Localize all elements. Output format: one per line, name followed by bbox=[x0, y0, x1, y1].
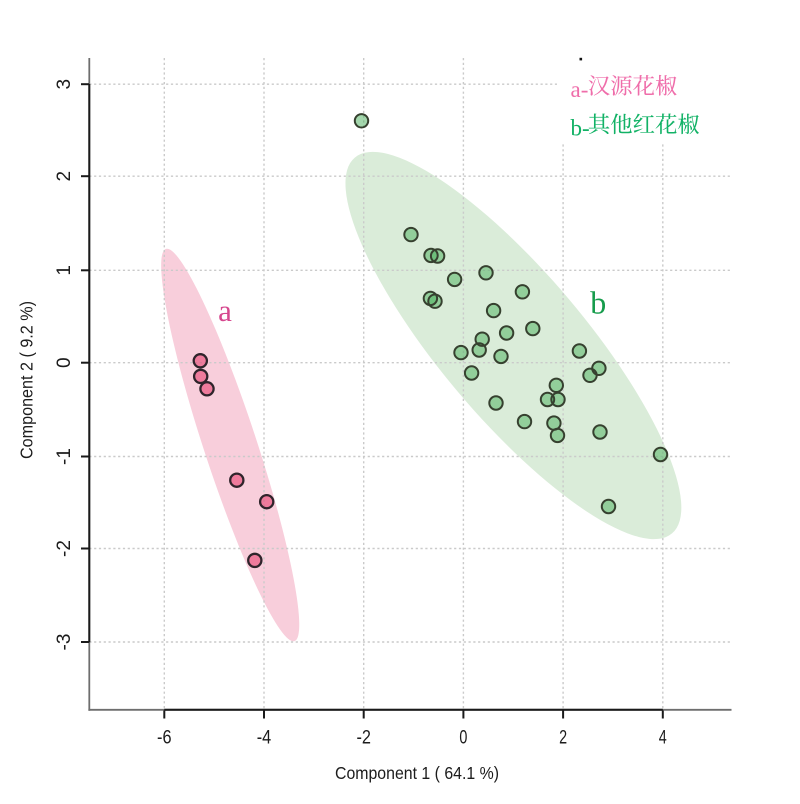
svg-text:-1: -1 bbox=[54, 448, 75, 465]
svg-text:Component 1 ( 64.1 %): Component 1 ( 64.1 %) bbox=[335, 763, 499, 783]
svg-text:2: 2 bbox=[559, 728, 567, 749]
svg-text:-4: -4 bbox=[257, 728, 272, 749]
svg-text:3: 3 bbox=[54, 79, 75, 90]
svg-text:4: 4 bbox=[659, 728, 667, 749]
svg-text:-2: -2 bbox=[356, 728, 371, 749]
svg-text:-3: -3 bbox=[54, 634, 75, 651]
svg-text:1: 1 bbox=[54, 265, 75, 276]
svg-text:0: 0 bbox=[54, 357, 75, 368]
svg-text:0: 0 bbox=[459, 728, 467, 749]
svg-text:a: a bbox=[218, 293, 232, 328]
svg-text:2: 2 bbox=[54, 171, 75, 182]
svg-text:b: b bbox=[590, 285, 606, 321]
svg-text:-6: -6 bbox=[157, 728, 172, 749]
svg-text:-2: -2 bbox=[54, 540, 75, 557]
svg-text:b-: b- bbox=[571, 115, 590, 140]
svg-text:a-: a- bbox=[571, 77, 589, 102]
svg-text:Component 2 ( 9.2 %): Component 2 ( 9.2 %) bbox=[17, 301, 37, 459]
